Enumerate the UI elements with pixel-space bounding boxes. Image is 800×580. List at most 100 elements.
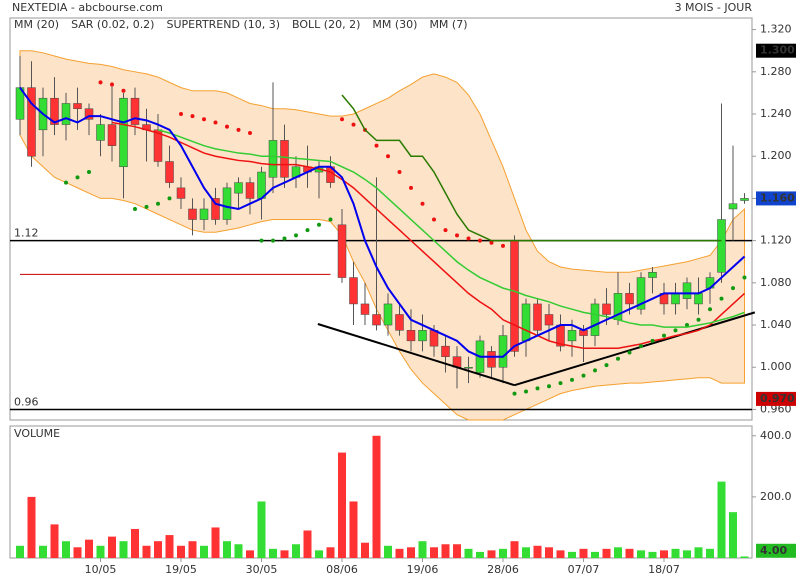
volume-tick-label: 200.0 [760,490,792,503]
sar-dot [282,236,287,241]
sar-dot [294,233,298,238]
volume-bar [165,535,174,558]
volume-bar [154,541,162,558]
sar-dot [501,243,505,248]
candle-body [464,366,473,369]
candle-body [625,293,634,305]
sar-dot [547,384,551,389]
candle-body [165,161,174,183]
legend-entry: SAR (0.02, 0.2) [71,18,154,31]
volume-bar [740,556,749,558]
volume-bar [453,544,461,558]
x-tick-label: 28/06 [487,563,519,576]
volume-bar [717,481,726,558]
price-marker-label: 0.970 [760,392,795,405]
sar-dot [524,389,528,394]
y-tick-label: 1.120 [760,234,792,247]
sar-dot [742,275,747,280]
y-tick-label: 1.040 [760,318,792,331]
volume-bar [418,541,427,558]
volume-bar [188,541,197,558]
price-marker [756,391,796,406]
y-tick-label: 1.280 [760,65,792,78]
sar-dot [673,328,678,333]
candle-body [406,330,416,342]
y-tick-label: 1.080 [760,276,792,289]
sar-dot [213,120,218,125]
sar-dot [190,114,195,119]
sar-dot [351,122,356,127]
volume-bar [131,528,139,558]
volume-bar [177,545,185,558]
legend-entry: MM (20) [14,18,59,31]
x-tick-label: 30/05 [246,563,278,576]
sar-dot [639,344,643,349]
candle-body [544,314,554,326]
volume-bar [729,512,737,558]
volume-bar [372,435,381,558]
volume-bar [556,550,565,558]
volume-bar [292,544,300,558]
sar-dot [374,143,379,148]
sar-dot [443,228,448,233]
candle-body [50,97,59,125]
sar-dot [719,296,724,301]
sar-dot [110,82,114,87]
volume-bar [315,550,323,558]
candle-body [84,108,94,120]
sar-dot [179,112,183,117]
volume-bar [280,550,289,558]
candle-body [383,303,393,326]
sar-dot [731,286,735,291]
candle-body [694,293,703,305]
candle-body [602,303,611,315]
sar-dot [328,217,333,222]
candle-body [222,187,232,220]
sar-dot [121,88,126,93]
legend-entry: BOLL (20, 2) [292,18,360,31]
sar-dot [271,238,275,243]
sar-dot [512,391,517,396]
sar-dot [558,381,563,386]
sar-dot [340,117,344,122]
volume-bar [579,548,588,558]
volume-bar [602,548,611,558]
price-marker-label: 1.160 [760,191,795,204]
candle-body [245,182,255,199]
volume-bar [533,545,542,558]
volume-bar [338,452,346,558]
sar-dot [535,386,540,391]
price-frame [9,17,753,421]
legend-entry: MM (30) [372,18,417,31]
sar-dot [455,233,459,238]
volume-bar [96,545,105,558]
candle-body [280,140,289,178]
sar-dot [650,338,655,343]
volume-bar [464,548,473,558]
candle-body [441,345,450,357]
candle-body [130,97,140,125]
volume-bar [671,548,680,558]
horizontal-line-label: 0.96 [14,395,39,408]
volume-bar [85,539,93,558]
sar-dot [386,154,390,159]
chart-title: NEXTEDIA - abcbourse.com [12,1,163,14]
volume-tick-label: 400.0 [760,429,792,442]
price-marker-label: 1.300 [760,44,795,57]
volume-bar [384,545,392,558]
candle-body [487,351,496,368]
volume-bar [257,501,266,558]
volume-bar [591,551,599,558]
candle-body [533,303,542,331]
volume-bar [625,548,634,558]
candle-body [418,330,427,342]
x-tick-label: 19/05 [165,563,197,576]
volume-bar [119,541,128,558]
volume-bar [545,547,553,558]
volume-bar [395,548,404,558]
sar-dot [202,117,206,122]
sar-dot [87,170,91,175]
x-tick-label: 08/06 [326,563,358,576]
sar-dot [420,201,425,206]
